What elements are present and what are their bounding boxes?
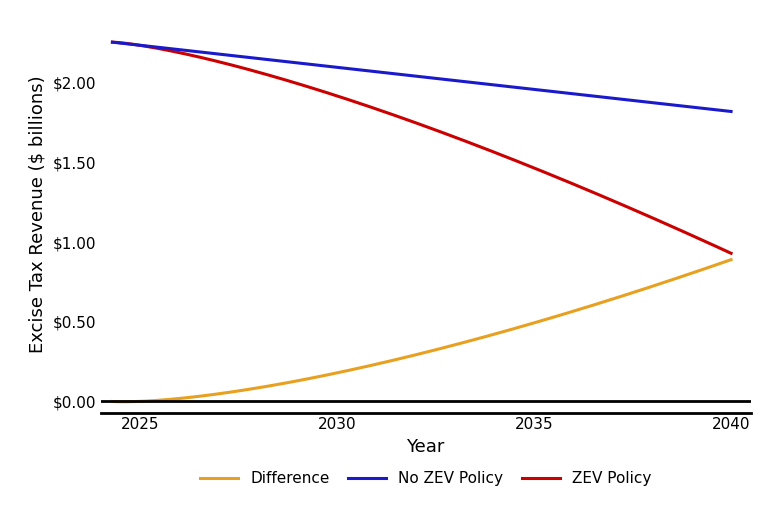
Legend: Difference, No ZEV Policy, ZEV Policy: Difference, No ZEV Policy, ZEV Policy [194,465,658,492]
X-axis label: Year: Year [406,438,445,456]
Y-axis label: Excise Tax Revenue ($ billions): Excise Tax Revenue ($ billions) [29,76,46,353]
